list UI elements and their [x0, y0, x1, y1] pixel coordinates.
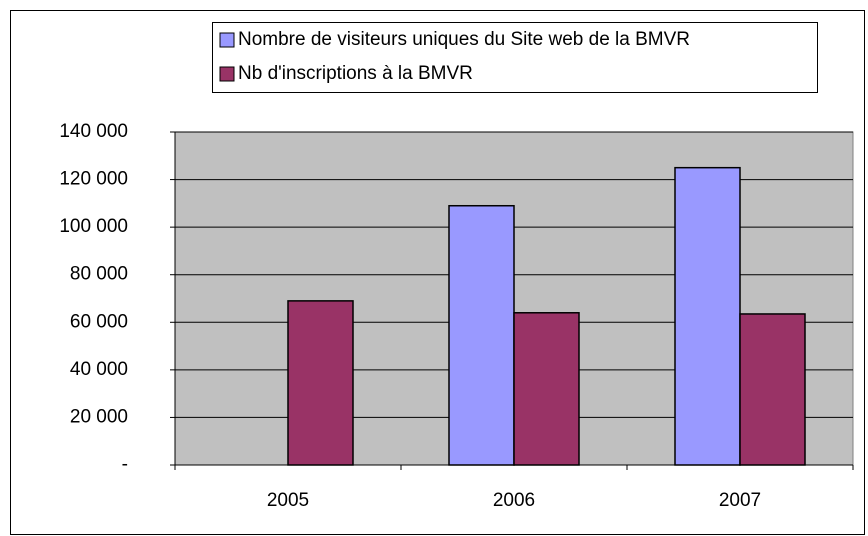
- legend-box: [212, 22, 818, 93]
- bar: [739, 313, 806, 466]
- x-tick-label: 2007: [719, 490, 761, 511]
- y-tick-label: -: [122, 454, 128, 475]
- y-tick-label: 80 000: [70, 264, 128, 285]
- x-tick-label: 2006: [493, 490, 535, 511]
- legend-label: Nombre de visiteurs uniques du Site web …: [238, 29, 690, 50]
- y-tick-label: 20 000: [70, 406, 128, 427]
- bar: [287, 300, 354, 466]
- bar: [448, 204, 515, 466]
- legend-label: Nb d'inscriptions à la BMVR: [238, 63, 473, 84]
- x-tick-label: 2005: [267, 490, 309, 511]
- legend-swatch: [219, 66, 235, 82]
- bar: [513, 312, 580, 466]
- y-tick-label: 60 000: [70, 311, 128, 332]
- y-tick-label: 40 000: [70, 359, 128, 380]
- legend-swatch: [219, 32, 235, 48]
- bar: [674, 166, 741, 466]
- y-tick-label: 140 000: [59, 121, 128, 142]
- y-tick-label: 100 000: [59, 216, 128, 237]
- y-tick-label: 120 000: [59, 169, 128, 190]
